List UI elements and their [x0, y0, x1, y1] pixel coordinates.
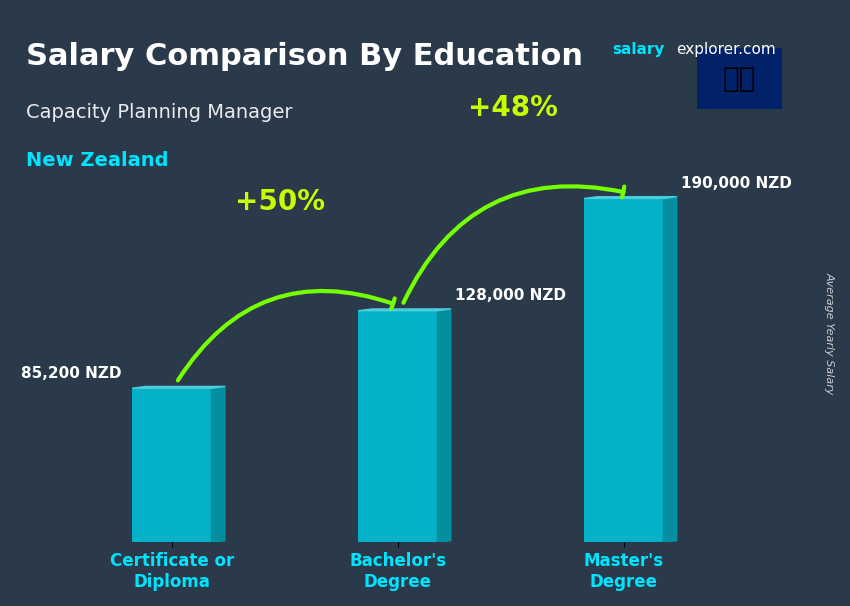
Polygon shape — [212, 387, 225, 542]
Text: +48%: +48% — [468, 94, 558, 122]
Text: New Zealand: New Zealand — [26, 152, 168, 170]
Bar — [584, 198, 663, 542]
Text: Salary Comparison By Education: Salary Comparison By Education — [26, 42, 582, 72]
Text: Average Yearly Salary: Average Yearly Salary — [824, 272, 835, 395]
Polygon shape — [663, 197, 677, 542]
Polygon shape — [437, 309, 451, 542]
Polygon shape — [358, 309, 450, 311]
Text: 128,000 NZD: 128,000 NZD — [456, 288, 566, 304]
Polygon shape — [584, 197, 677, 198]
Text: 190,000 NZD: 190,000 NZD — [681, 176, 792, 191]
Text: salary: salary — [612, 42, 665, 58]
Bar — [358, 311, 437, 542]
Text: +50%: +50% — [235, 188, 326, 216]
Text: Capacity Planning Manager: Capacity Planning Manager — [26, 103, 292, 122]
Text: 🇳🇿: 🇳🇿 — [722, 65, 756, 93]
Text: 85,200 NZD: 85,200 NZD — [20, 366, 121, 381]
Text: explorer.com: explorer.com — [676, 42, 775, 58]
Polygon shape — [133, 387, 225, 388]
Bar — [133, 388, 212, 542]
